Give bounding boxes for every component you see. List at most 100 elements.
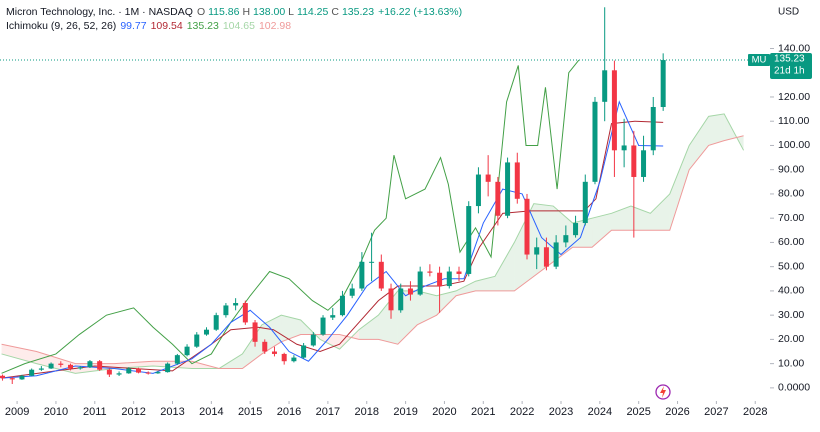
candle-body [437,272,443,287]
ohlc: O 115.86 H 138.00 L 114.25 C 135.23 [197,6,374,18]
x-tick-label: 2015 [238,406,262,418]
candle-body [582,181,588,224]
x-tick-label: 2010 [44,406,68,418]
candle-body [9,378,15,380]
candle-body [369,261,375,263]
x-tick-label: 2026 [665,406,689,418]
candle-body [262,341,268,352]
ohlc-label: L [288,6,295,18]
candle-body [602,70,608,102]
candle-body [427,271,433,273]
candle-body [19,375,25,380]
ichimoku-line [1,120,664,379]
price-tag [770,53,812,80]
candle-body [97,361,103,370]
cloud-segment [514,203,534,291]
candle-body [87,361,93,368]
candle-body [378,261,384,289]
candle-body [543,247,549,267]
candle-body [68,364,74,369]
candle-body [650,107,656,151]
cloud-segment [475,276,495,291]
x-tick-label: 2022 [510,406,534,418]
cloud-segment [708,113,725,146]
y-tick-label: 10.00 [778,357,804,369]
icon-bolt [660,386,666,398]
candle-body [330,315,336,318]
ichimoku-line [1,113,745,374]
candle-body [126,368,132,374]
lightning-icon [655,384,671,400]
cloud-segment [417,290,437,325]
candle-body [106,369,112,375]
candle-body [281,353,287,362]
candle-body [242,303,248,323]
x-tick-label: 2020 [432,406,456,418]
candle-body [77,367,83,369]
cloud-segment [592,213,612,248]
candle-body [301,345,307,358]
cloud-segment [281,315,301,342]
y-tick-label: 140.00 [778,42,810,54]
candle-body [291,357,297,362]
x-tick-label: 2027 [704,406,728,418]
cloud-segment [494,242,515,291]
candle-body [48,363,54,369]
candle-body [203,329,209,335]
candle-body [475,174,481,207]
cloud-segment [1,344,37,364]
change: +16.22 (+13.63%) [378,6,463,18]
candle-body [456,271,462,274]
legend-value: 135.23 [186,20,219,32]
x-tick-label: 2013 [160,406,184,418]
legend-value: 109.54 [150,20,183,32]
x-tick-label: 2017 [316,406,340,418]
cloud-segment [689,116,709,170]
candle-body [592,101,598,182]
legend-value: 99.77 [120,20,147,32]
ohlc-value: 115.86 [208,6,240,18]
x-tick-label: 2009 [5,406,29,418]
candle-body [29,369,35,376]
x-tick-label: 2014 [199,406,223,418]
ohlc-value: 114.25 [297,6,329,18]
candle-body [0,375,6,379]
candle-body [446,271,452,287]
symbol-title: Micron Technology, Inc. · 1M · NASDAQ [6,6,193,18]
x-tick-label: 2024 [588,406,612,418]
candle-body [194,334,200,347]
legend-value: 104.65 [222,20,255,32]
candle-body [271,351,277,354]
candle-body [388,288,394,311]
candle-body [213,315,219,330]
candle-body [553,242,559,267]
candle-body [155,372,161,374]
indicator-legend: Ichimoku (9, 26, 52, 26) 99.77 109.54 135.… [6,20,291,32]
y-tick-label: 50.00 [778,260,804,272]
y-tick-label: 120.00 [778,91,810,103]
candle-body [417,271,423,295]
cloud-segment [358,315,379,340]
ichimoku-line [1,59,580,374]
y-tick-label: 110.00 [778,115,809,127]
candle-body [611,70,617,151]
x-tick-label: 2021 [471,406,495,418]
y-tick-label: 90.00 [778,163,804,175]
ichimoku-line [1,135,744,369]
cloud-segment [669,145,690,231]
candle-body [116,373,122,375]
y-tick-label: 20.00 [778,333,804,345]
countdown-label: 21d 1h [774,66,805,77]
candle-body [524,198,530,255]
candle-body [58,363,64,365]
y-tick-label: 30.00 [778,309,804,321]
cloud-segment [436,290,457,316]
ichimoku-line [1,100,664,379]
cloud-segment [611,206,631,231]
ohlc-value: 135.23 [341,6,375,18]
candle-body [38,368,44,370]
candle-body [621,145,627,151]
